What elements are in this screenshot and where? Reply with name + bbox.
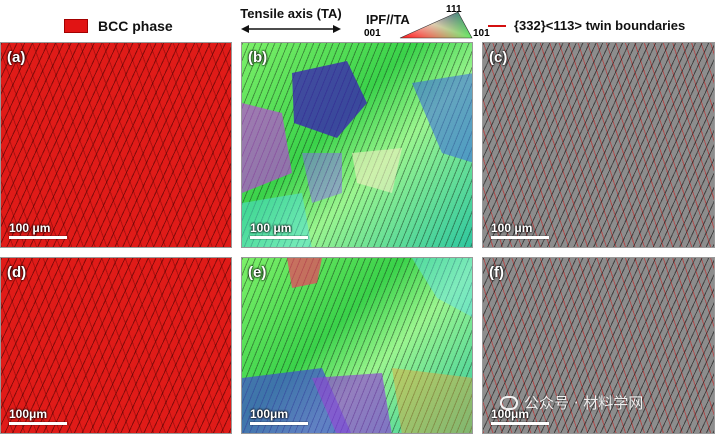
tensile-label: Tensile axis (TA)	[240, 6, 342, 21]
scale-label: 100 μm	[9, 221, 51, 235]
panel-label: (e)	[248, 264, 267, 281]
panel-b: (b) 100 μm	[241, 42, 473, 248]
panel-label: (c)	[489, 49, 508, 66]
watermark: 公众号 · 材料学网	[500, 392, 643, 413]
scale-bar: 100 μm	[9, 221, 67, 239]
grain-map	[242, 258, 472, 433]
scale-bar: 100μm	[491, 407, 549, 425]
panel-label: (b)	[248, 49, 268, 66]
scale-bar: 100 μm	[491, 221, 549, 239]
ipf-legend: IPF//TA 001 101	[360, 4, 500, 42]
tensile-axis-legend: Tensile axis (TA)	[238, 6, 344, 34]
scale-bar-line	[250, 236, 308, 239]
bcc-label: BCC phase	[98, 18, 173, 34]
panel-e: (e) 100μm	[241, 257, 473, 434]
double-arrow-icon	[241, 25, 341, 33]
twin-line-swatch	[488, 24, 506, 27]
panel-c: (c) 100 μm	[482, 42, 715, 248]
ipf-corner-101: 101	[473, 28, 490, 39]
ipf-label: IPF//TA	[366, 12, 410, 27]
scale-bar: 100 μm	[250, 221, 308, 239]
wechat-icon	[500, 395, 518, 410]
scale-bar: 100μm	[9, 407, 67, 425]
panel-f: (f) 100μm	[482, 257, 715, 434]
ipf-corner-001: 001	[364, 28, 381, 39]
bcc-swatch	[64, 19, 88, 33]
panel-label: (d)	[7, 264, 27, 281]
scale-bar-line	[9, 422, 67, 425]
panel-label: (a)	[7, 49, 26, 66]
panel-label: (f)	[489, 264, 504, 281]
bcc-legend: BCC phase	[64, 18, 173, 34]
scale-bar-line	[491, 236, 549, 239]
scale-bar-line	[9, 236, 67, 239]
scale-label: 100 μm	[491, 221, 533, 235]
ipf-corner-111: 111	[446, 4, 462, 15]
panel-a: (a) 100 μm	[0, 42, 232, 248]
ipf-triangle-icon	[399, 11, 473, 39]
twin-legend: {332}<113> twin boundaries	[488, 18, 685, 33]
legend-row: BCC phase Tensile axis (TA) IPF//TA	[0, 0, 715, 42]
scale-label: 100μm	[491, 407, 530, 421]
scale-bar: 100μm	[250, 407, 308, 425]
scale-bar-line	[491, 422, 549, 425]
panel-d: (d) 100μm	[0, 257, 232, 434]
scale-label: 100μm	[250, 407, 289, 421]
scale-bar-line	[250, 422, 308, 425]
twin-label: {332}<113> twin boundaries	[514, 18, 686, 33]
scale-label: 100 μm	[250, 221, 292, 235]
grain-map	[242, 61, 472, 247]
watermark-text: 公众号 · 材料学网	[524, 394, 644, 412]
scale-label: 100μm	[9, 407, 48, 421]
